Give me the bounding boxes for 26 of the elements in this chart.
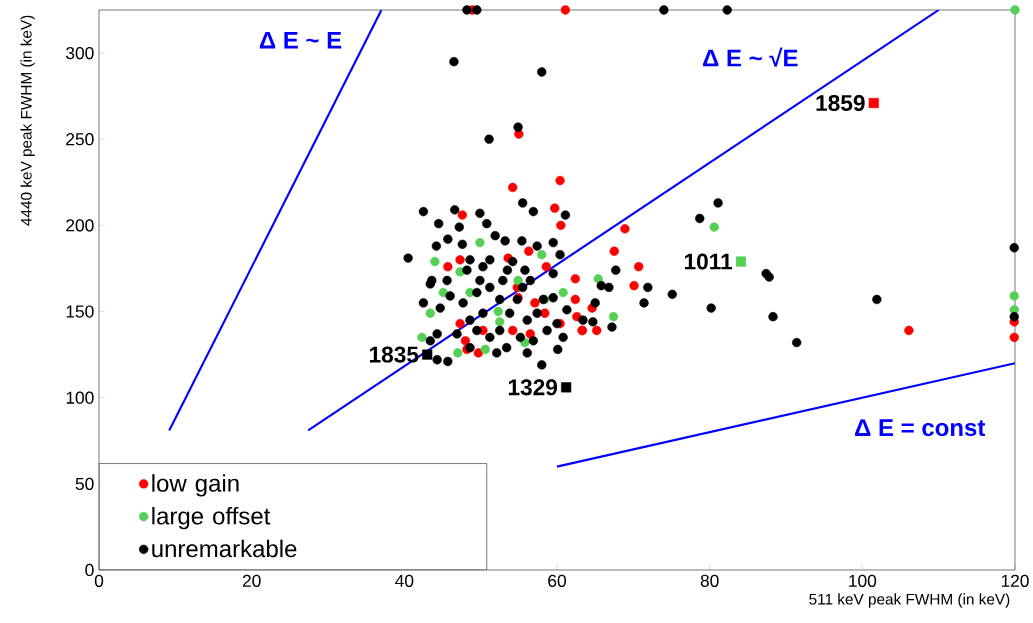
legend-label: unremarkable xyxy=(152,539,297,558)
y-tick-label: 250 xyxy=(66,133,94,146)
annotation: 1835 xyxy=(369,346,419,363)
y-tick-label: 50 xyxy=(75,477,94,490)
y-tick-label: 100 xyxy=(66,391,94,404)
annotation: 1011 xyxy=(684,253,733,270)
y-tick-label: 300 xyxy=(66,46,94,60)
x-tick-label: 80 xyxy=(700,574,719,587)
y-tick-label: 200 xyxy=(66,219,94,232)
annotation: Δ E ~ √E xyxy=(703,47,798,67)
y-tick-label: 150 xyxy=(66,305,94,318)
annotation: 1329 xyxy=(508,379,558,396)
x-tick-label: 100 xyxy=(849,574,877,587)
x-tick-label: 20 xyxy=(242,574,261,587)
legend-label: low gain xyxy=(152,474,239,497)
annotation: Δ E = const xyxy=(855,419,986,437)
legend-label: large offset xyxy=(152,506,271,530)
annotation: 1859 xyxy=(816,95,865,112)
x-tick-label: 40 xyxy=(395,574,414,587)
x-tick-label: 0 xyxy=(94,574,104,587)
x-tick-label: 120 xyxy=(1001,574,1029,587)
y-tick-label: 0 xyxy=(85,563,94,577)
x-tick-label: 60 xyxy=(548,574,566,587)
y-axis-title: 4440 keV peak FWHM (in keV) xyxy=(20,15,35,226)
x-axis-title: 511 keV peak FWHM (in keV) xyxy=(809,593,1010,608)
annotation: Δ E ~ E xyxy=(259,31,342,49)
